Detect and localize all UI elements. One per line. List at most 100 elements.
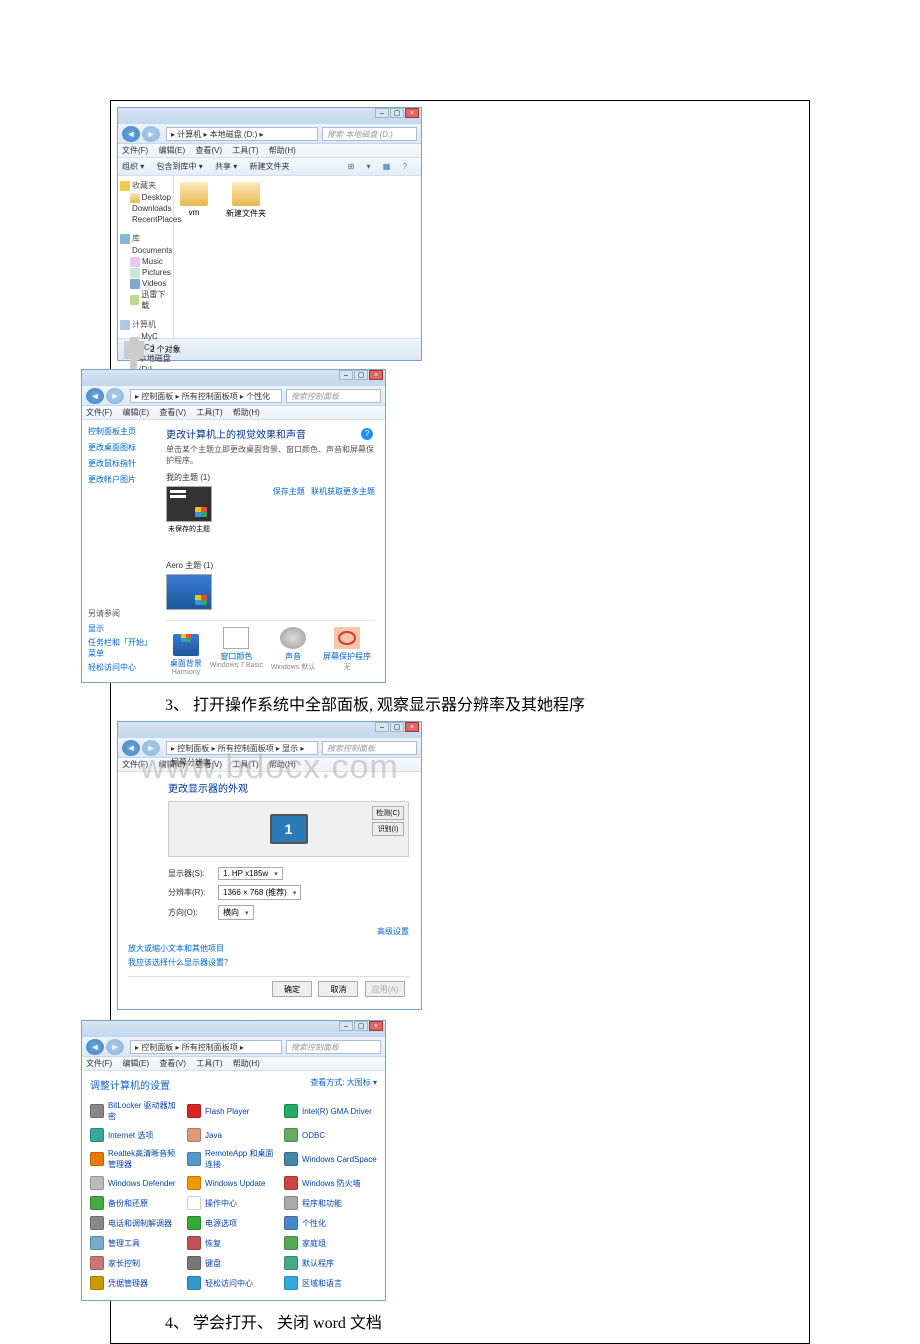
save-theme-link[interactable]: 保存主题 — [273, 487, 305, 496]
min-btn[interactable]: – — [375, 108, 389, 118]
view-drop[interactable]: ▾ — [367, 162, 371, 171]
adv-link[interactable]: 高级设置 — [168, 926, 409, 937]
cp-item[interactable]: 个性化 — [284, 1214, 377, 1232]
cp-item[interactable]: ODBC — [284, 1126, 377, 1144]
cp-item[interactable]: 备份和还原 — [90, 1194, 183, 1212]
identify-btn[interactable]: 识别(I) — [372, 822, 404, 836]
min-btn[interactable]: – — [339, 1021, 353, 1031]
menu-tools[interactable]: 工具(T) — [232, 146, 258, 155]
bi-saver[interactable]: 屏幕保护程序无 — [323, 627, 371, 676]
lib-music[interactable]: Music — [142, 256, 163, 267]
folder-new[interactable]: 新建文件夹 — [226, 182, 266, 219]
lib-xunlei[interactable]: 迅雷下载 — [141, 289, 171, 311]
link-text-size[interactable]: 放大或缩小文本和其他项目 — [128, 943, 409, 954]
ok-btn[interactable]: 确定 — [272, 981, 312, 997]
menu-view[interactable]: 查看(V) — [195, 146, 222, 155]
orient-select[interactable]: 横向 — [218, 905, 254, 920]
address-bar[interactable]: ▸ 计算机 ▸ 本地磁盘 (D:) ▸ — [166, 127, 318, 141]
seealso-ease[interactable]: 轻松访问中心 — [88, 662, 154, 673]
fav-desktop[interactable]: Desktop — [142, 192, 171, 203]
link-account-pic[interactable]: 更改帐户图片 — [88, 474, 154, 485]
back-btn[interactable]: ◄ — [122, 740, 140, 756]
cp-item[interactable]: 键盘 — [187, 1254, 280, 1272]
help-icon[interactable]: ? — [361, 428, 373, 440]
theme-unsaved[interactable]: 未保存的主题 — [166, 486, 212, 534]
fwd-btn[interactable]: ► — [142, 740, 160, 756]
apply-btn[interactable]: 应用(A) — [365, 981, 405, 997]
bi-color[interactable]: 窗口颜色Windows 7 Basic — [210, 627, 263, 676]
lib-vids[interactable]: Videos — [142, 278, 166, 289]
menu-view[interactable]: 查看(V) — [159, 1059, 186, 1068]
comp-h[interactable]: 计算机 — [132, 319, 156, 330]
address-bar[interactable]: ▸ 控制面板 ▸ 所有控制面板项 ▸ 显示 ▸ 屏幕分辨率 — [166, 741, 318, 755]
cp-item[interactable]: 电源选项 — [187, 1214, 280, 1232]
lib-pics[interactable]: Pictures — [142, 267, 171, 278]
min-btn[interactable]: – — [339, 370, 353, 380]
cp-item[interactable]: Windows CardSpace — [284, 1146, 377, 1172]
lib-docs[interactable]: Documents — [132, 245, 172, 256]
theme-aero[interactable] — [166, 574, 212, 610]
menu-tools[interactable]: 工具(T) — [196, 1059, 222, 1068]
menu-file[interactable]: 文件(F) — [122, 760, 148, 769]
cp-item[interactable]: 电话和调制解调器 — [90, 1214, 183, 1232]
fav-h[interactable]: 收藏夹 — [132, 180, 156, 191]
close-btn[interactable]: × — [369, 370, 383, 380]
cancel-btn[interactable]: 取消 — [318, 981, 358, 997]
seealso-taskbar[interactable]: 任务栏和「开始」菜单 — [88, 637, 154, 659]
cp-item[interactable]: Internet 选项 — [90, 1126, 183, 1144]
menu-file[interactable]: 文件(F) — [122, 146, 148, 155]
cp-item[interactable]: Flash Player — [187, 1098, 280, 1124]
menu-view[interactable]: 查看(V) — [159, 408, 186, 417]
close-btn[interactable]: × — [369, 1021, 383, 1031]
detect-btn[interactable]: 检测(C) — [372, 806, 404, 820]
cp-item[interactable]: BitLocker 驱动器加密 — [90, 1098, 183, 1124]
help-icon[interactable]: ? — [403, 162, 407, 171]
fav-downloads[interactable]: Downloads — [132, 203, 172, 214]
search-input[interactable]: 搜索控制面板 — [322, 741, 417, 755]
cp-item[interactable]: Windows 防火墙 — [284, 1174, 377, 1192]
back-btn[interactable]: ◄ — [86, 1039, 104, 1055]
address-bar[interactable]: ▸ 控制面板 ▸ 所有控制面板项 ▸ 个性化 — [130, 389, 282, 403]
cp-item[interactable]: Windows Update — [187, 1174, 280, 1192]
max-btn[interactable]: ▢ — [354, 1021, 368, 1031]
cp-item[interactable]: RemoteApp 和桌面连接 — [187, 1146, 280, 1172]
menu-file[interactable]: 文件(F) — [86, 408, 112, 417]
close-btn[interactable]: × — [405, 722, 419, 732]
link-what-settings[interactable]: 我应该选择什么显示器设置？ — [128, 957, 409, 968]
bi-sound[interactable]: 声音Windows 默认 — [271, 627, 315, 676]
cp-item[interactable]: 家长控制 — [90, 1254, 183, 1272]
cp-item[interactable]: 凭据管理器 — [90, 1274, 183, 1292]
cp-item[interactable]: 恢复 — [187, 1234, 280, 1252]
display-select[interactable]: 1. HP x185w — [218, 867, 283, 880]
menu-file[interactable]: 文件(F) — [86, 1059, 112, 1068]
cp-item[interactable]: Intel(R) GMA Driver — [284, 1098, 377, 1124]
menu-view[interactable]: 查看(V) — [195, 760, 222, 769]
search-input[interactable]: 搜索控制面板 — [286, 1040, 381, 1054]
menu-help[interactable]: 帮助(H) — [233, 408, 260, 417]
folder-vm[interactable]: vm — [180, 182, 208, 219]
cp-item[interactable]: 轻松访问中心 — [187, 1274, 280, 1292]
menu-edit[interactable]: 编辑(E) — [158, 146, 185, 155]
monitor-1[interactable]: 1 — [270, 814, 308, 844]
cp-item[interactable]: 默认程序 — [284, 1254, 377, 1272]
online-themes-link[interactable]: 联机获取更多主题 — [311, 487, 375, 496]
tb-include[interactable]: 包含到库中 ▾ — [156, 162, 202, 171]
menu-edit[interactable]: 编辑(E) — [122, 408, 149, 417]
tb-organize[interactable]: 组织 ▾ — [122, 162, 144, 171]
cp-item[interactable]: Windows Defender — [90, 1174, 183, 1192]
lib-h[interactable]: 库 — [132, 233, 140, 244]
search-input[interactable]: 搜索控制面板 — [286, 389, 381, 403]
menu-edit[interactable]: 编辑(E) — [158, 760, 185, 769]
file-pane[interactable]: vm 新建文件夹 — [174, 176, 421, 338]
close-btn[interactable]: × — [405, 108, 419, 118]
view-mode[interactable]: 大图标 ▾ — [347, 1078, 377, 1087]
link-cp-home[interactable]: 控制面板主页 — [88, 426, 154, 437]
fwd-btn[interactable]: ► — [106, 1039, 124, 1055]
menu-help[interactable]: 帮助(H) — [269, 146, 296, 155]
bi-bg[interactable]: 桌面背景Harmony — [170, 627, 202, 676]
res-select[interactable]: 1366 × 768 (推荐) — [218, 885, 301, 900]
back-btn[interactable]: ◄ — [122, 126, 140, 142]
menu-help[interactable]: 帮助(H) — [269, 760, 296, 769]
seealso-display[interactable]: 显示 — [88, 623, 154, 634]
link-desktop-icons[interactable]: 更改桌面图标 — [88, 442, 154, 453]
